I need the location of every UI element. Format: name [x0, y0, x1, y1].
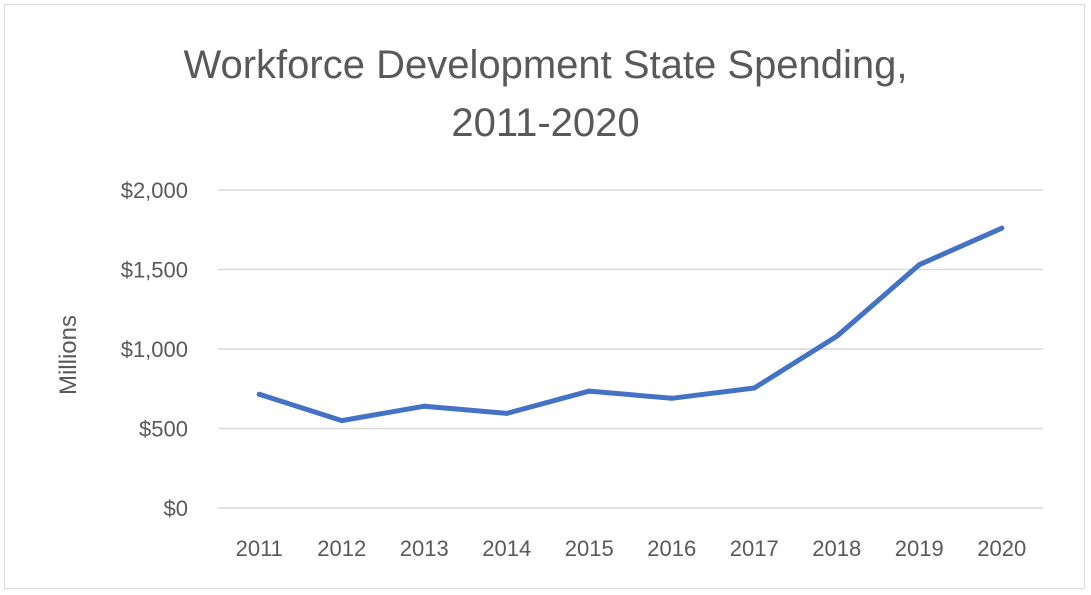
x-tick-label: 2015	[565, 536, 614, 561]
series-line	[256, 225, 1005, 424]
data-point	[504, 410, 510, 416]
series-layer	[256, 225, 1005, 424]
x-tick-label: 2012	[317, 536, 366, 561]
data-point	[916, 262, 922, 268]
data-point	[586, 388, 592, 394]
data-point	[999, 225, 1005, 231]
x-tick-label: 2016	[647, 536, 696, 561]
y-tick-label: $0	[164, 496, 188, 521]
data-point	[669, 395, 675, 401]
data-point	[834, 333, 840, 339]
chart-title-line-2: 2011-2020	[451, 101, 640, 145]
x-tick-label: 2017	[730, 536, 779, 561]
data-point	[421, 403, 427, 409]
y-tick-label: $2,000	[121, 178, 188, 203]
y-tick-label: $1,000	[121, 337, 188, 362]
x-tick-label: 2020	[977, 536, 1026, 561]
data-point	[751, 385, 757, 391]
chart-title-line-1: Workforce Development State Spending,	[183, 43, 908, 87]
y-axis-title: Millions	[55, 315, 82, 395]
y-tick-label: $500	[139, 417, 188, 442]
data-point	[256, 391, 262, 397]
gridlines	[218, 189, 1043, 509]
x-tick-label: 2018	[812, 536, 861, 561]
chart-frame	[4, 4, 1085, 589]
x-tick-label: 2019	[895, 536, 944, 561]
y-tick-label: $1,500	[121, 258, 188, 283]
x-tick-label: 2011	[236, 536, 283, 561]
x-axis-tick-labels: 2011 2012 2013 2014 2015 2016 2017 2018 2019 2020	[236, 536, 1027, 561]
x-tick-label: 2014	[482, 536, 531, 561]
y-axis-tick-labels: $0 $500 $1,000 $1,500 $2,000	[121, 178, 188, 521]
data-point	[339, 418, 345, 424]
chart-title: Workforce Development State Spending, 20…	[0, 36, 1091, 152]
x-tick-label: 2013	[400, 536, 449, 561]
